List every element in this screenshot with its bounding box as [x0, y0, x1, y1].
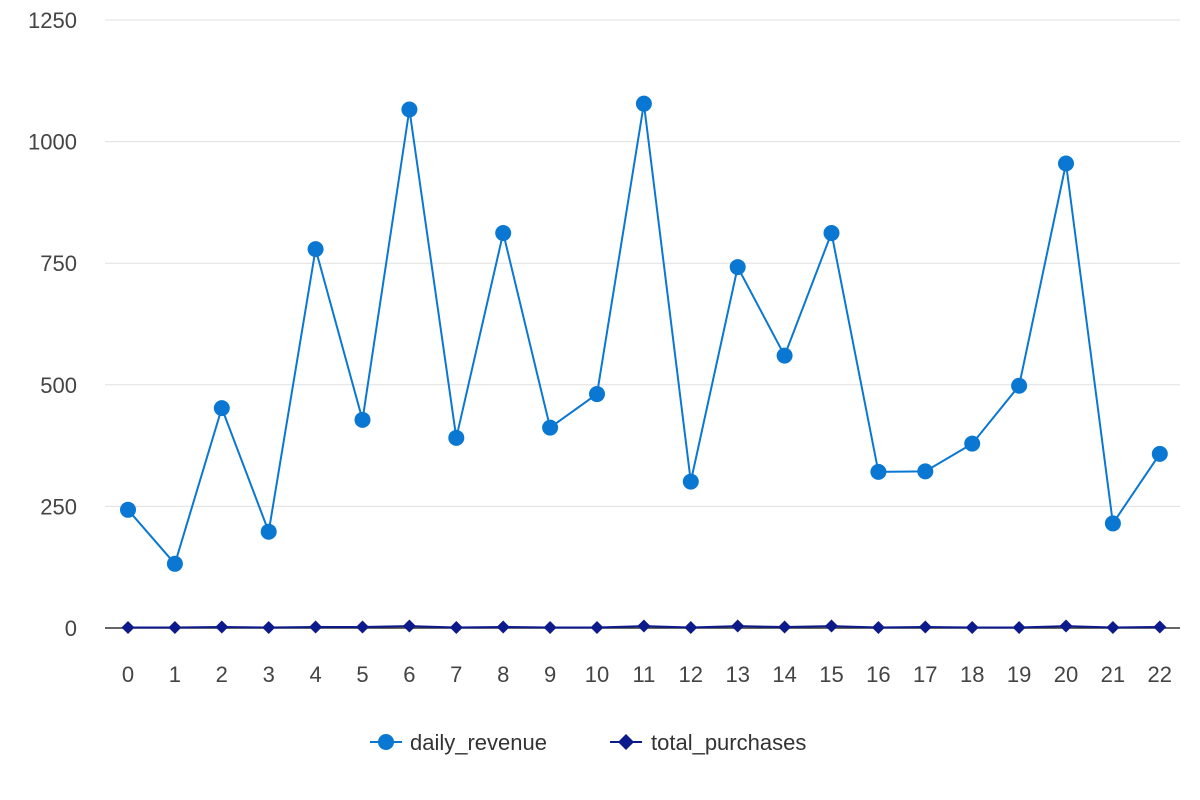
x-tick-label: 5: [356, 662, 368, 687]
data-point-total-purchases[interactable]: [168, 621, 182, 635]
data-point-total-purchases[interactable]: [309, 620, 323, 634]
data-point-total-purchases[interactable]: [637, 619, 651, 633]
data-point-daily-revenue[interactable]: [589, 386, 605, 403]
data-point-total-purchases[interactable]: [1153, 620, 1167, 634]
data-point-total-purchases[interactable]: [684, 621, 698, 635]
data-point-total-purchases[interactable]: [778, 620, 792, 634]
data-point-daily-revenue[interactable]: [917, 463, 934, 480]
data-point-total-purchases[interactable]: [965, 621, 979, 635]
x-tick-label: 11: [632, 662, 655, 687]
x-tick-label: 16: [866, 662, 890, 687]
x-tick-label: 15: [819, 662, 843, 687]
data-point-daily-revenue[interactable]: [1151, 445, 1168, 462]
x-tick-label: 8: [497, 662, 509, 687]
data-point-daily-revenue[interactable]: [729, 259, 746, 276]
series-line-daily-revenue: [127, 103, 1161, 566]
data-point-total-purchases[interactable]: [1059, 619, 1073, 633]
data-point-daily-revenue[interactable]: [120, 501, 136, 518]
legend-marker-daily-revenue: [378, 734, 394, 750]
x-tick-label: 18: [960, 662, 984, 687]
data-point-daily-revenue[interactable]: [776, 347, 793, 364]
y-tick-label: 250: [40, 494, 77, 519]
data-point-daily-revenue[interactable]: [542, 419, 559, 436]
y-tick-label: 0: [65, 616, 77, 641]
x-tick-label: 19: [1007, 662, 1031, 687]
data-point-total-purchases[interactable]: [543, 621, 557, 635]
data-point-total-purchases[interactable]: [918, 620, 932, 634]
data-point-daily-revenue[interactable]: [964, 435, 981, 452]
y-tick-label: 500: [40, 373, 77, 398]
data-point-daily-revenue[interactable]: [260, 523, 277, 540]
data-point-daily-revenue[interactable]: [213, 400, 230, 417]
x-tick-label: 12: [679, 662, 703, 687]
x-tick-label: 17: [913, 662, 937, 687]
legend-marker-total-purchases: [618, 734, 634, 750]
series-group: [120, 95, 1168, 635]
legend-item-daily-revenue[interactable]: daily_revenue: [370, 730, 547, 755]
legend-item-total-purchases[interactable]: total_purchases: [610, 730, 806, 755]
data-point-daily-revenue[interactable]: [307, 241, 324, 258]
x-tick-label: 22: [1148, 662, 1172, 687]
x-tick-label: 21: [1101, 662, 1125, 687]
x-tick-label: 3: [263, 662, 275, 687]
data-point-total-purchases[interactable]: [402, 619, 416, 633]
series-total-purchases: [121, 619, 1167, 635]
x-axis-tick-labels: 0 1 2 3 4 5 6 7 8 9 10 11 12 13 14 15 16 17 18 19 20 21 22: [122, 662, 1172, 687]
y-axis-tick-labels: 0 250 500 750 1000 1250: [28, 8, 77, 641]
data-point-total-purchases[interactable]: [825, 619, 838, 633]
x-tick-label: 4: [309, 662, 321, 687]
x-tick-label: 9: [544, 662, 556, 687]
x-tick-label: 1: [169, 662, 181, 687]
x-tick-label: 6: [403, 662, 415, 687]
data-point-daily-revenue[interactable]: [1104, 515, 1121, 532]
x-tick-label: 20: [1054, 662, 1078, 687]
x-tick-label: 7: [450, 662, 462, 687]
y-tick-label: 1000: [28, 130, 77, 155]
data-point-daily-revenue[interactable]: [448, 429, 465, 446]
data-point-daily-revenue[interactable]: [354, 411, 371, 428]
data-point-daily-revenue[interactable]: [682, 473, 699, 490]
data-point-total-purchases[interactable]: [590, 621, 604, 635]
data-point-daily-revenue[interactable]: [635, 95, 652, 112]
data-point-daily-revenue[interactable]: [495, 225, 512, 242]
data-point-total-purchases[interactable]: [121, 621, 135, 635]
data-point-daily-revenue[interactable]: [870, 463, 887, 480]
data-point-daily-revenue[interactable]: [1011, 377, 1028, 394]
data-point-total-purchases[interactable]: [496, 620, 510, 634]
data-point-total-purchases[interactable]: [215, 620, 229, 634]
legend-label-total-purchases: total_purchases: [651, 730, 806, 755]
legend-label-daily-revenue: daily_revenue: [410, 730, 547, 755]
data-point-total-purchases[interactable]: [1106, 621, 1120, 635]
data-point-total-purchases[interactable]: [731, 619, 745, 633]
data-point-total-purchases[interactable]: [1012, 621, 1026, 635]
series-daily-revenue: [120, 95, 1168, 572]
x-tick-label: 14: [772, 662, 796, 687]
x-tick-label: 0: [122, 662, 134, 687]
y-tick-label: 750: [40, 251, 77, 276]
data-point-total-purchases[interactable]: [262, 621, 276, 635]
x-tick-label: 13: [725, 662, 749, 687]
y-tick-label: 1250: [28, 8, 77, 33]
x-tick-label: 2: [216, 662, 228, 687]
data-point-daily-revenue[interactable]: [1058, 155, 1074, 172]
data-point-daily-revenue[interactable]: [166, 555, 183, 572]
data-point-daily-revenue[interactable]: [401, 101, 418, 118]
data-point-total-purchases[interactable]: [871, 621, 885, 635]
data-point-daily-revenue[interactable]: [823, 225, 840, 242]
x-tick-label: 10: [585, 662, 609, 687]
data-point-total-purchases[interactable]: [356, 620, 369, 634]
legend: daily_revenue total_purchases: [370, 730, 806, 755]
data-point-total-purchases[interactable]: [449, 621, 463, 635]
